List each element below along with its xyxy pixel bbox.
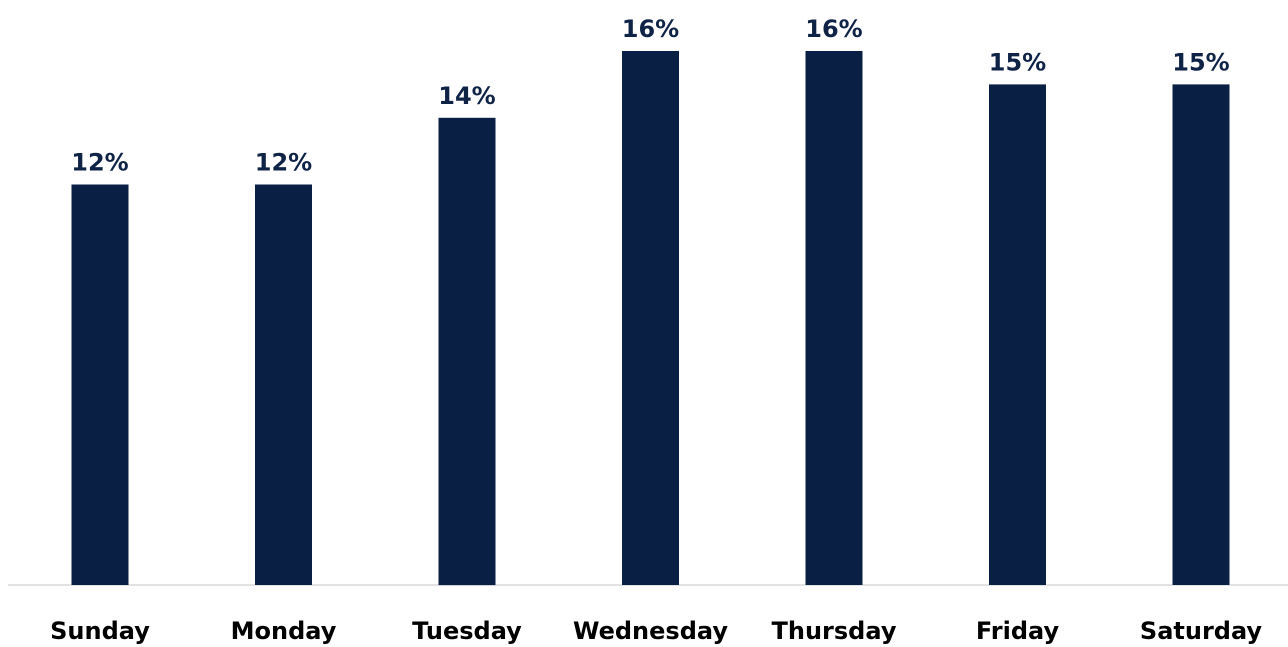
x-tick-label-thursday: Thursday xyxy=(772,617,897,645)
x-tick-label-sunday: Sunday xyxy=(50,617,150,645)
data-label-friday: 15% xyxy=(989,48,1046,76)
bar-thursday xyxy=(805,51,863,585)
x-tick-label-tuesday: Tuesday xyxy=(412,617,522,645)
x-tick-label-monday: Monday xyxy=(231,617,337,645)
bars-group xyxy=(71,51,1230,586)
data-label-monday: 12% xyxy=(255,149,312,177)
bar-tuesday xyxy=(438,117,496,586)
data-label-sunday: 12% xyxy=(71,149,128,177)
x-tick-label-saturday: Saturday xyxy=(1140,617,1263,645)
data-labels-group: 12% 12% 14% 16% 16% 15% 15% xyxy=(71,15,1229,177)
bar-sunday xyxy=(71,184,129,585)
data-label-tuesday: 14% xyxy=(438,82,495,110)
data-label-saturday: 15% xyxy=(1172,48,1229,76)
bar-wednesday xyxy=(622,51,679,585)
bar-friday xyxy=(989,84,1046,586)
category-labels-group: Sunday Monday Tuesday Wednesday Thursday Frid… xyxy=(50,617,1262,645)
bar-saturday xyxy=(1172,84,1230,586)
x-tick-label-friday: Friday xyxy=(976,617,1060,645)
data-label-thursday: 16% xyxy=(805,15,862,43)
data-label-wednesday: 16% xyxy=(622,15,679,43)
x-tick-label-wednesday: Wednesday xyxy=(573,617,728,645)
bar-monday xyxy=(255,184,312,585)
